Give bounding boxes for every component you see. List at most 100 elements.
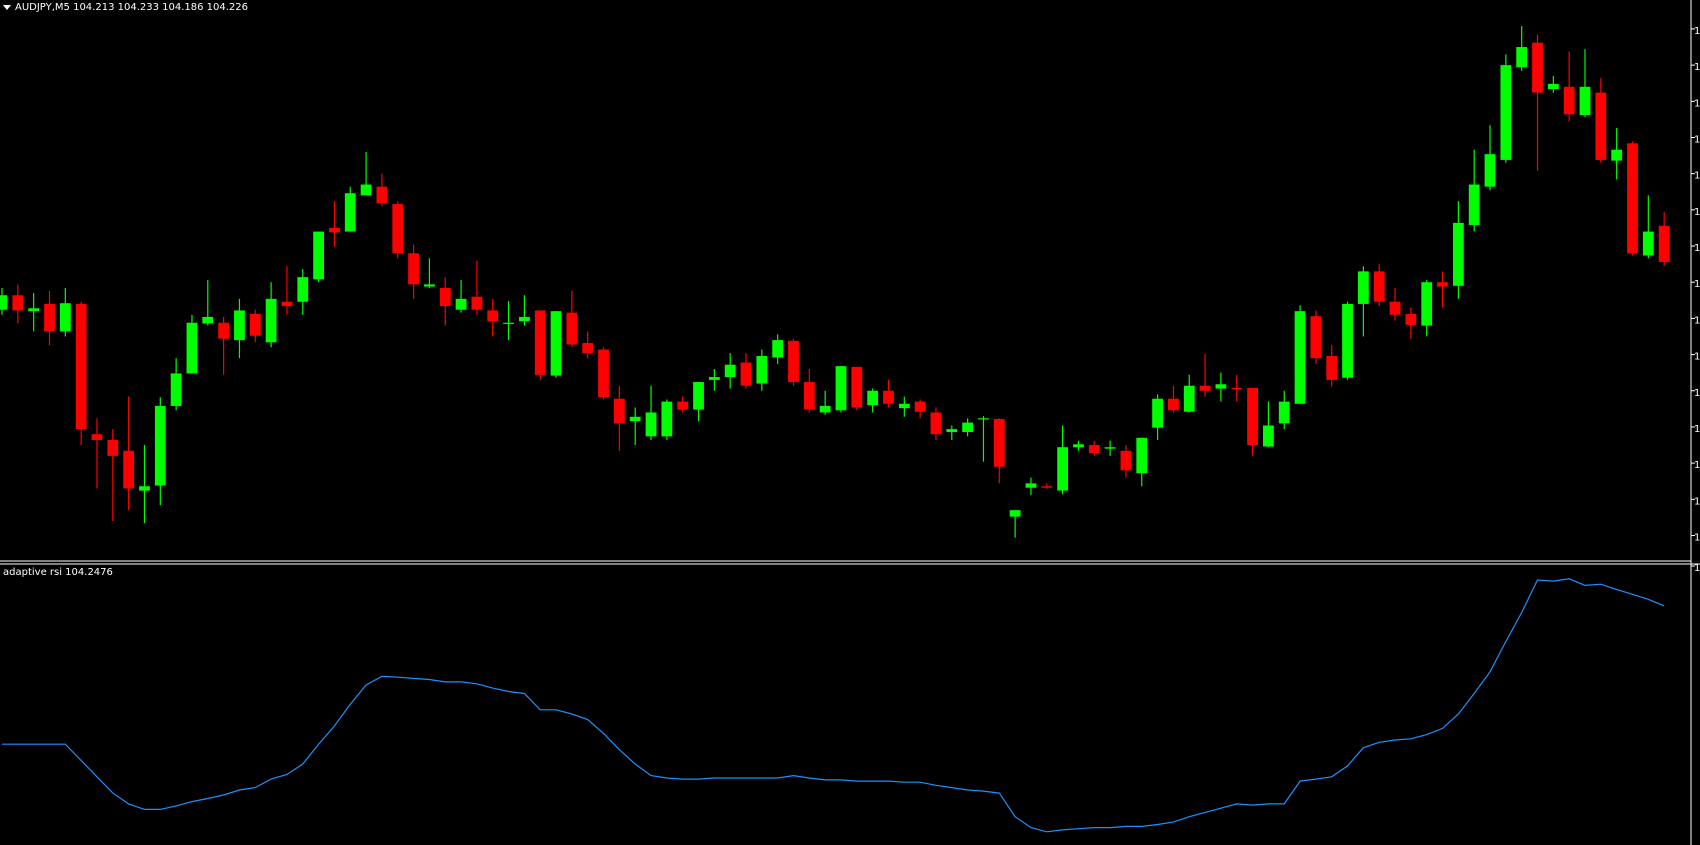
candle-body (835, 366, 847, 411)
candle-body (1357, 271, 1369, 304)
candle-body (12, 295, 24, 311)
chart-title: AUDJPY,M5 104.213 104.233 104.186 104.22… (15, 2, 248, 13)
candle-body (598, 349, 609, 398)
candle-body (1263, 425, 1274, 447)
candle-body (170, 373, 182, 406)
candle-body (218, 322, 230, 339)
y-tick-label: 1 (1694, 207, 1700, 218)
candle-body (1516, 47, 1528, 68)
candle-body (962, 422, 974, 433)
candle-body (756, 356, 768, 384)
candle-body (1057, 447, 1069, 491)
candle-body (724, 364, 736, 378)
candle-body (424, 284, 435, 287)
candle-body (202, 316, 214, 324)
candle-body (661, 401, 673, 437)
candle-body (1199, 385, 1211, 391)
candle-body (993, 418, 1005, 467)
candle-body (344, 193, 356, 232)
y-tick-label: 1 (1694, 532, 1700, 543)
candle-body (123, 450, 135, 489)
indicator-title: adaptive rsi 104.2476 (3, 567, 113, 578)
candle-body (1452, 222, 1464, 286)
candle-body (1215, 384, 1227, 389)
candle-body (1278, 401, 1290, 424)
candle-body (107, 439, 119, 456)
candle-body (329, 227, 340, 233)
candle-body (803, 382, 815, 410)
y-tick-label: 1 (1694, 134, 1700, 145)
indicator-line (2, 578, 1665, 833)
candle-body (914, 401, 926, 412)
candle-body (439, 288, 451, 307)
candle-body (582, 342, 594, 354)
y-tick-label: 1 (1694, 352, 1700, 363)
candle-body (1405, 314, 1417, 325)
candle-body (297, 277, 309, 302)
candle-body (518, 316, 530, 322)
candle-body (455, 298, 467, 310)
y-tick-label: 1 (1694, 62, 1700, 73)
candle-body (708, 377, 720, 380)
candle-body (234, 310, 245, 341)
candle-body (1104, 447, 1116, 449)
candle-body (1342, 303, 1353, 378)
candle-body (946, 429, 958, 433)
candle-body (1389, 301, 1401, 315)
y-tick-label: 1 (1694, 243, 1700, 254)
symbol-menu-arrow[interactable] (3, 5, 11, 10)
candle-body (740, 362, 752, 386)
candle-body (1136, 437, 1148, 474)
candle-body (139, 486, 150, 491)
candle-body (91, 434, 103, 440)
candle-body (28, 308, 40, 312)
candle-body (1500, 65, 1512, 160)
candle-body (1658, 225, 1670, 262)
y-tick-label: 1 (1694, 424, 1700, 435)
candle-body (1547, 83, 1559, 90)
candle-body (1294, 311, 1306, 404)
candle-body (44, 303, 55, 332)
candle-body (1041, 486, 1053, 488)
candle-body (487, 310, 499, 322)
candle-body (59, 303, 71, 332)
candle-body (645, 412, 657, 437)
candle-body (1627, 143, 1638, 254)
candle-body (265, 298, 277, 343)
candle-body (1152, 398, 1163, 428)
candle-body (629, 416, 641, 422)
candle-body (1088, 445, 1100, 453)
candle-body (1073, 444, 1084, 448)
y-tick-label: 1 (1694, 563, 1700, 574)
candle-body (1373, 271, 1385, 302)
candle-body (1247, 387, 1258, 446)
candle-body (1595, 92, 1607, 160)
candle-body (788, 340, 799, 383)
candle-body (1642, 231, 1654, 256)
candle-body (883, 390, 894, 404)
candle-body (851, 366, 863, 408)
candle-body (376, 186, 388, 204)
y-tick-label: 1 (1694, 26, 1700, 37)
candle-body (819, 405, 831, 413)
candle-body (249, 314, 261, 336)
candle-body (534, 310, 546, 375)
candle-body (1025, 483, 1037, 488)
candle-body (772, 340, 784, 358)
candle-body (1437, 282, 1448, 287)
candle-body (930, 412, 942, 435)
candle-body (471, 296, 483, 310)
candle-body (313, 231, 324, 280)
candle-body (281, 301, 293, 307)
y-tick-label: 1 (1694, 460, 1700, 471)
candle-body (360, 184, 372, 196)
candle-body (978, 418, 989, 420)
candle-body (550, 311, 562, 376)
candle-body (1183, 385, 1195, 412)
y-tick-label: 1 (1694, 315, 1700, 326)
candle-body (1120, 450, 1132, 471)
candle-body (677, 401, 689, 410)
candle-body (867, 390, 879, 406)
